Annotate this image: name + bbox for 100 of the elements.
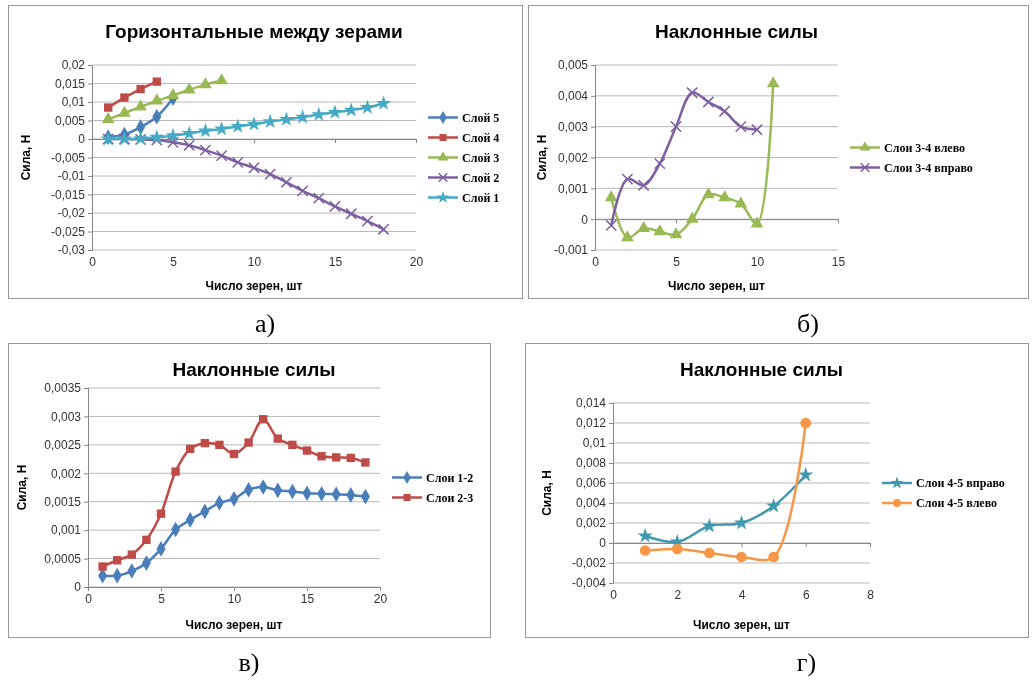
point: [259, 415, 268, 424]
point: [215, 149, 228, 162]
point: [750, 216, 764, 228]
y-tick-label: -0,001: [553, 243, 589, 258]
point: [669, 227, 683, 239]
chart-title: Горизонтальные между зерами: [105, 21, 403, 42]
x-tick-label: 20: [409, 254, 424, 269]
y-tick-label: 0,02: [61, 58, 86, 73]
y-tick-label: -0,025: [50, 224, 86, 239]
text: г): [796, 648, 817, 677]
point: [167, 136, 179, 149]
point: [181, 125, 197, 140]
chart-title: Наклонные силы: [679, 359, 844, 380]
x-tick-label: 5: [170, 254, 178, 269]
point: [264, 168, 277, 181]
point: [332, 453, 341, 462]
point: [670, 120, 682, 133]
point: [118, 105, 131, 117]
point: [346, 453, 355, 463]
y-tick-label: 0,005: [54, 113, 86, 128]
y-tick-label: 0: [78, 132, 86, 147]
point: [718, 105, 731, 118]
point: [798, 467, 814, 482]
y-tick-label: -0,02: [57, 206, 86, 221]
y-tick-label: 0,002: [575, 516, 607, 531]
chart-title: Наклонные силы: [172, 359, 336, 380]
point: [280, 176, 293, 189]
y-tick-label: 0,001: [50, 523, 82, 538]
y-tick-label: 0,003: [50, 409, 82, 424]
y-tick-label: 0,012: [575, 416, 607, 431]
point: [288, 440, 297, 450]
legend-label: Слои 3-4 вправо: [884, 160, 973, 175]
point: [736, 551, 747, 563]
point: [248, 162, 260, 174]
x-tick-label: 15: [831, 254, 846, 269]
legend-label: Слои 3-4 влево: [884, 140, 966, 155]
point: [327, 104, 343, 119]
point: [704, 547, 715, 559]
x-axis-title: Число зерен, шт: [205, 279, 303, 293]
point: [345, 207, 358, 220]
point: [637, 528, 653, 543]
point: [278, 111, 294, 126]
y-tick-label: -0,005: [50, 150, 86, 165]
point: [149, 129, 165, 144]
point: [104, 103, 113, 112]
point: [686, 86, 699, 99]
x-tick-label: 0: [610, 587, 618, 602]
point: [751, 123, 763, 136]
point: [312, 192, 325, 205]
y-tick-label: 0,004: [575, 496, 607, 511]
y-axis-title: Сила, Н: [535, 134, 549, 181]
point: [229, 449, 239, 459]
x-tick-label: 8: [867, 587, 875, 602]
y-tick-label: 0,015: [54, 76, 86, 91]
y-axis-title: Сила, Н: [19, 134, 33, 181]
point: [142, 535, 151, 544]
y-axis-title: Сила, Н: [15, 464, 29, 511]
legend-label: Слой 2: [462, 170, 500, 185]
y-tick-label: 0,004: [557, 89, 589, 104]
point: [246, 116, 262, 131]
point: [120, 93, 129, 102]
point: [701, 518, 717, 533]
point: [766, 76, 780, 88]
legend-label: Слой 4: [462, 130, 500, 145]
point: [200, 438, 209, 448]
legend-label: Слой 3: [462, 150, 500, 165]
point: [604, 190, 618, 202]
y-tick-label: 0,014: [575, 396, 607, 411]
point: [186, 444, 195, 454]
y-tick-label: -0,015: [50, 187, 86, 202]
point: [329, 200, 341, 213]
legend-label: Слои 4-5 влево: [916, 496, 998, 510]
y-tick-label: 0,008: [575, 456, 607, 471]
y-tick-label: 0,002: [50, 466, 82, 481]
point: [150, 93, 164, 105]
y-tick-label: -0,03: [57, 243, 86, 258]
point: [165, 127, 181, 143]
legend-label: Слой 1: [462, 190, 500, 205]
point: [718, 190, 731, 202]
x-tick-label: 0: [89, 254, 97, 269]
legend-label: Слои 2-3: [426, 490, 474, 505]
point: [152, 77, 161, 86]
y-tick-label: 0,006: [575, 476, 607, 491]
x-tick-label: 6: [802, 587, 810, 602]
point: [317, 452, 326, 461]
point: [361, 458, 370, 467]
point: [113, 556, 122, 565]
text: в): [238, 648, 260, 677]
point: [800, 417, 812, 429]
y-tick-label: 0,005: [557, 58, 589, 73]
point: [361, 215, 374, 227]
point: [734, 120, 747, 133]
y-tick-label: 0,0015: [44, 495, 82, 510]
point: [605, 219, 618, 232]
point: [199, 77, 212, 89]
point: [376, 95, 392, 110]
y-tick-label: -0,004: [571, 576, 607, 591]
point: [230, 118, 246, 133]
y-tick-label: 0,001: [557, 181, 589, 196]
point: [156, 509, 166, 518]
